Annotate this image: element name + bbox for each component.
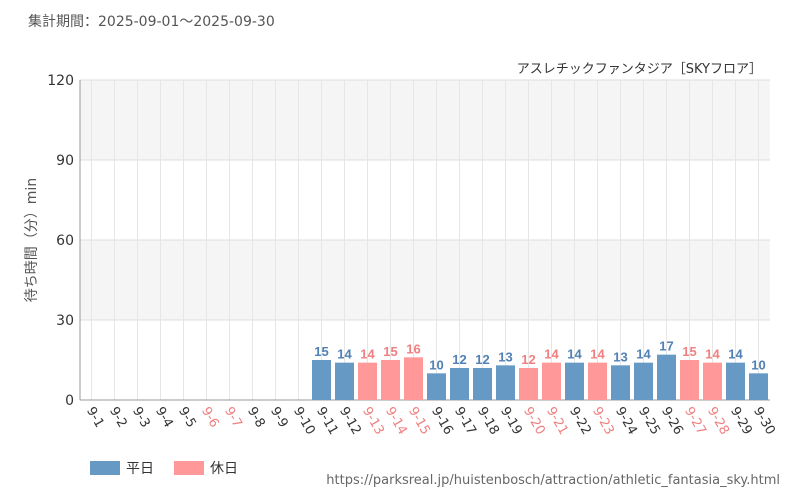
- bar-9-15: [404, 357, 423, 400]
- bar-9-19: [496, 365, 515, 400]
- bar-value-label: 14: [544, 347, 559, 362]
- bar-9-16: [427, 373, 446, 400]
- x-tick-label: 9-17: [451, 405, 479, 438]
- y-tick-label: 0: [65, 393, 74, 409]
- bar-value-label: 13: [613, 349, 627, 364]
- bar-9-12: [335, 362, 354, 400]
- bar-9-13: [358, 362, 377, 400]
- bar-value-label: 17: [659, 339, 673, 354]
- x-tick-label: 9-5: [175, 405, 199, 431]
- bar-value-label: 14: [590, 347, 605, 362]
- band-3: [80, 80, 770, 160]
- bar-value-label: 14: [728, 347, 743, 362]
- x-tick-label: 9-10: [290, 405, 318, 438]
- bar-value-label: 10: [751, 357, 765, 372]
- bar-9-29: [726, 362, 745, 400]
- bar-value-label: 14: [360, 347, 375, 362]
- bar-9-26: [657, 354, 676, 400]
- bar-9-18: [473, 368, 492, 400]
- x-tick-label: 9-26: [658, 405, 686, 438]
- legend-holiday-swatch: [174, 461, 204, 475]
- bar-value-label: 14: [337, 347, 352, 362]
- bar-value-label: 15: [682, 344, 696, 359]
- bar-value-label: 15: [383, 344, 397, 359]
- bar-value-label: 14: [705, 347, 720, 362]
- x-tick-label: 9-7: [221, 405, 245, 431]
- x-tick-label: 9-19: [497, 405, 525, 438]
- bar-value-label: 10: [429, 357, 443, 372]
- x-tick-label: 9-2: [106, 405, 130, 431]
- x-tick-label: 9-6: [198, 405, 222, 431]
- bar-value-label: 13: [498, 349, 512, 364]
- x-tick-label: 9-30: [750, 405, 778, 438]
- bar-9-14: [381, 360, 400, 400]
- y-tick-label: 30: [56, 313, 74, 329]
- bar-value-label: 15: [314, 344, 328, 359]
- y-tick-label: 120: [47, 73, 74, 89]
- x-tick-label: 9-16: [428, 405, 456, 438]
- x-tick-label: 9-23: [589, 405, 617, 438]
- bar-9-17: [450, 368, 469, 400]
- chart-title: アスレチックファンタジア［SKYフロア］: [517, 62, 762, 77]
- bar-value-labels: 15 14 14 15 16 10 12 12 13 12 14 14 14 13 14 17 15 14 14 10: [314, 339, 765, 373]
- bar-9-28: [703, 362, 722, 400]
- x-tick-label: 9-13: [359, 405, 387, 438]
- x-tick-label: 9-9: [267, 405, 291, 431]
- x-tick-label: 9-11: [313, 405, 341, 438]
- bar-value-label: 14: [567, 347, 582, 362]
- bar-9-11: [312, 360, 331, 400]
- bar-9-22: [565, 362, 584, 400]
- y-tick-labels: 0 30 60 90 120: [47, 73, 74, 409]
- x-tick-label: 9-1: [83, 405, 107, 431]
- x-tick-label: 9-18: [474, 405, 502, 438]
- x-tick-label: 9-4: [152, 405, 176, 431]
- bar-9-21: [542, 362, 561, 400]
- x-tick-label: 9-21: [543, 405, 571, 438]
- x-tick-label: 9-14: [382, 405, 410, 438]
- x-tick-labels: 9-1 9-2 9-3 9-4 9-5 9-6 9-7 9-8 9-9 9-109-119-129…: [83, 405, 778, 438]
- x-tick-label: 9-8: [244, 405, 268, 431]
- x-tick-label: 9-20: [520, 405, 548, 438]
- y-tick-label: 60: [56, 233, 74, 249]
- bar-value-label: 12: [521, 352, 535, 367]
- x-tick-label: 9-27: [681, 405, 709, 438]
- x-tick-label: 9-25: [635, 405, 663, 438]
- legend-weekday-label: 平日: [126, 461, 154, 477]
- source-url: https://parksreal.jp/huistenbosch/attrac…: [326, 473, 780, 488]
- bar-value-label: 12: [475, 352, 489, 367]
- x-tick-label: 9-22: [566, 405, 594, 438]
- bar-9-30: [749, 373, 768, 400]
- background-bands: [80, 80, 770, 320]
- legend-holiday: 休日: [174, 458, 238, 478]
- bar-value-label: 14: [636, 347, 651, 362]
- legend-weekday-swatch: [90, 461, 120, 475]
- bar-9-27: [680, 360, 699, 400]
- x-tick-label: 9-29: [727, 405, 755, 438]
- bar-value-label: 12: [452, 352, 466, 367]
- axes: [79, 80, 770, 401]
- period-label: 集計期間：2025-09-01～2025-09-30: [28, 14, 275, 30]
- y-axis-label: 待ち時間（分）min: [24, 178, 40, 302]
- bar-9-24: [611, 365, 630, 400]
- bar-value-label: 16: [406, 341, 420, 356]
- bar-9-20: [519, 368, 538, 400]
- band-1: [80, 240, 770, 320]
- grid-lines: [80, 79, 770, 401]
- legend-holiday-label: 休日: [210, 461, 238, 477]
- legend-weekday: 平日: [90, 458, 154, 478]
- bars: [312, 354, 768, 400]
- x-tick-label: 9-12: [336, 405, 364, 438]
- x-tick-label: 9-15: [405, 405, 433, 438]
- bar-9-25: [634, 362, 653, 400]
- x-tick-label: 9-24: [612, 405, 640, 438]
- x-tick-label: 9-28: [704, 405, 732, 438]
- x-tick-label: 9-3: [129, 405, 153, 431]
- bar-9-23: [588, 362, 607, 400]
- y-tick-label: 90: [56, 153, 74, 169]
